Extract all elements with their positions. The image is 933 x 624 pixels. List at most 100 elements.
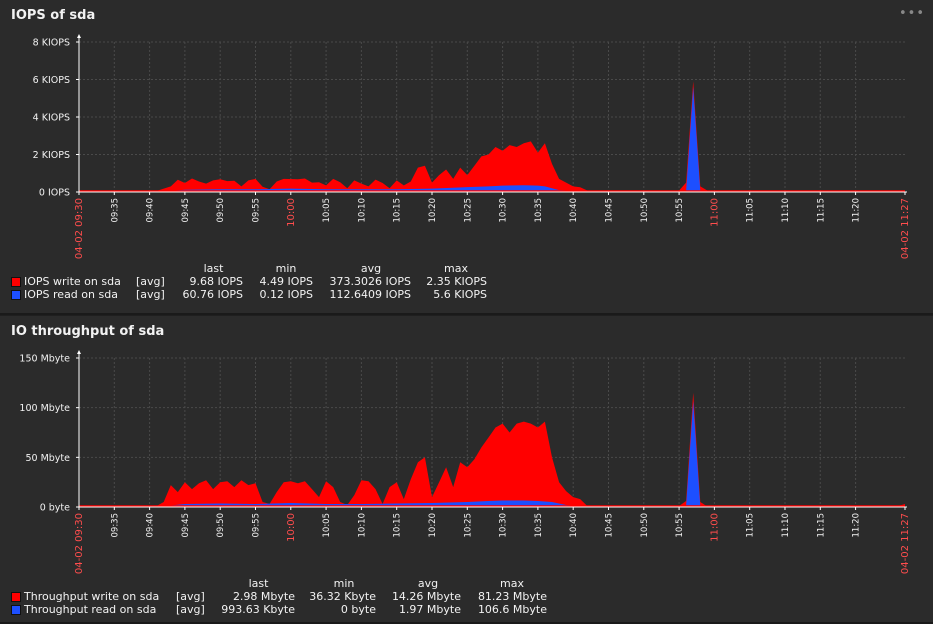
y-tick-label: 4 KIOPS: [33, 113, 70, 124]
legend-avg: 14.26 Mbyte: [391, 590, 461, 603]
series-write-area: [79, 392, 905, 507]
series-read-area: [79, 87, 905, 192]
legend-min: 36.32 Kbyte: [309, 590, 376, 603]
legend-header-max: max: [444, 262, 468, 275]
legend-header-avg: avg: [417, 577, 439, 590]
x-tick-label: 11:15: [816, 513, 826, 538]
legend-name: Throughput write on sda: [24, 590, 160, 603]
legend-last: 993.63 Kbyte: [221, 603, 295, 616]
iops-legend: last min avg max IOPS write on sda [avg]…: [11, 262, 571, 302]
x-tick-label: 09:45: [181, 198, 191, 223]
x-tick-label: 04-02 11:27: [900, 513, 911, 574]
series-read-area: [79, 401, 905, 507]
x-tick-label: 10:55: [675, 513, 685, 538]
x-tick-label: 11:15: [816, 198, 826, 223]
x-tick-label: 10:35: [534, 513, 544, 538]
legend-swatch-write: [11, 277, 21, 287]
legend-func: [avg]: [176, 603, 205, 616]
iops-panel: IOPS of sda ••• 0 IOPS 2 KIOPS 4 KIOPS 6 KI…: [0, 0, 933, 315]
x-tick-label: 09:35: [110, 198, 120, 223]
x-tick-label: 11:00: [709, 513, 720, 542]
y-axis-arrow: [77, 350, 81, 354]
x-tick-label: 10:40: [569, 198, 579, 223]
x-tick-label: 10:10: [357, 198, 367, 223]
legend-header-max: max: [500, 577, 524, 590]
x-tick-label: 09:55: [251, 198, 261, 223]
x-tick-label: 10:45: [604, 198, 614, 223]
x-tick-label: 10:40: [569, 513, 579, 538]
legend-header-min: min: [275, 262, 297, 275]
y-tick-label: 0 IOPS: [39, 188, 70, 199]
x-tick-label: 10:20: [428, 513, 438, 538]
x-tick-label: 09:40: [146, 198, 156, 223]
x-tick-label: 10:30: [499, 513, 509, 538]
x-tick-label: 10:30: [499, 198, 509, 223]
legend-func: [avg]: [136, 288, 165, 301]
legend-min: 4.49 IOPS: [259, 275, 313, 288]
legend-avg: 1.97 Mbyte: [398, 603, 461, 616]
throughput-panel: IO throughput of sda 0 byte 50 Mbyte 100 M…: [0, 316, 933, 624]
legend-last: 9.68 IOPS: [189, 275, 243, 288]
panel-title: IOPS of sda: [11, 8, 96, 23]
x-tick-label: 09:55: [251, 513, 261, 538]
x-tick-label: 10:55: [675, 198, 685, 223]
x-tick-label: 10:15: [393, 513, 403, 538]
x-tick-label: 10:50: [640, 513, 650, 538]
legend-header-avg: avg: [360, 262, 382, 275]
legend-name: Throughput read on sda: [24, 603, 157, 616]
x-tick-label: 11:05: [746, 513, 756, 538]
legend-avg: 112.6409 IOPS: [329, 288, 411, 301]
x-tick-label: 09:50: [216, 513, 226, 538]
x-tick-label: 09:50: [216, 198, 226, 223]
x-tick-label: 11:10: [781, 513, 791, 538]
legend-func: [avg]: [136, 275, 165, 288]
legend-swatch-write: [11, 592, 21, 602]
y-tick-label: 150 Mbyte: [19, 354, 70, 365]
x-tick-label: 09:35: [110, 513, 120, 538]
x-tick-label: 10:45: [604, 513, 614, 538]
y-tick-label: 2 KIOPS: [33, 150, 70, 161]
legend-last: 60.76 IOPS: [182, 288, 243, 301]
x-tick-label: 11:20: [852, 513, 862, 538]
x-tick-label: 04-02 09:30: [74, 198, 85, 259]
y-axis-arrow: [77, 34, 81, 38]
legend-header-last: last: [248, 577, 269, 590]
legend-swatch-read: [11, 605, 21, 615]
x-tick-label: 11:20: [852, 198, 862, 223]
panel-title: IO throughput of sda: [11, 324, 165, 339]
legend-max: 2.35 KIOPS: [426, 275, 487, 288]
legend-max: 106.6 Mbyte: [477, 603, 547, 616]
legend-name: IOPS write on sda: [24, 275, 121, 288]
legend-avg: 373.3026 IOPS: [329, 275, 411, 288]
legend-last: 2.98 Mbyte: [232, 590, 295, 603]
y-tick-label: 100 Mbyte: [19, 403, 70, 414]
y-tick-label: 0 byte: [40, 503, 70, 514]
x-tick-label: 09:45: [181, 513, 191, 538]
iops-chart: 0 IOPS 2 KIOPS 4 KIOPS 6 KIOPS 8 KIOPS 04-02 …: [33, 34, 911, 259]
x-tick-label: 10:35: [534, 198, 544, 223]
x-tick-label: 09:40: [146, 513, 156, 538]
x-tick-label: 04-02 09:30: [74, 513, 85, 574]
x-tick-label: 10:20: [428, 198, 438, 223]
legend-max: 5.6 KIOPS: [433, 288, 487, 301]
x-tick-label: 11:10: [781, 198, 791, 223]
y-tick-label: 50 Mbyte: [25, 453, 70, 464]
legend-header-last: last: [203, 262, 224, 275]
x-tick-label: 10:25: [463, 198, 473, 223]
legend-header-min: min: [333, 577, 355, 590]
x-tick-label: 10:00: [286, 198, 297, 227]
y-tick-label: 6 KIOPS: [33, 75, 70, 86]
x-tick-label: 11:05: [746, 198, 756, 223]
y-tick-label: 8 KIOPS: [33, 38, 70, 49]
legend-max: 81.23 Mbyte: [477, 590, 547, 603]
ellipsis-icon[interactable]: •••: [898, 6, 925, 21]
throughput-legend: last min avg max Throughput write on sda…: [11, 577, 591, 617]
x-tick-label: 10:15: [393, 198, 403, 223]
legend-swatch-read: [11, 290, 21, 300]
x-tick-label: 10:00: [286, 513, 297, 542]
x-tick-label: 10:05: [322, 513, 332, 538]
throughput-chart: 0 byte 50 Mbyte 100 Mbyte 150 Mbyte 04-02 09…: [19, 350, 911, 574]
x-tick-label: 11:00: [709, 198, 720, 227]
legend-min: 0 byte: [340, 603, 376, 616]
x-tick-label: 10:05: [322, 198, 332, 223]
